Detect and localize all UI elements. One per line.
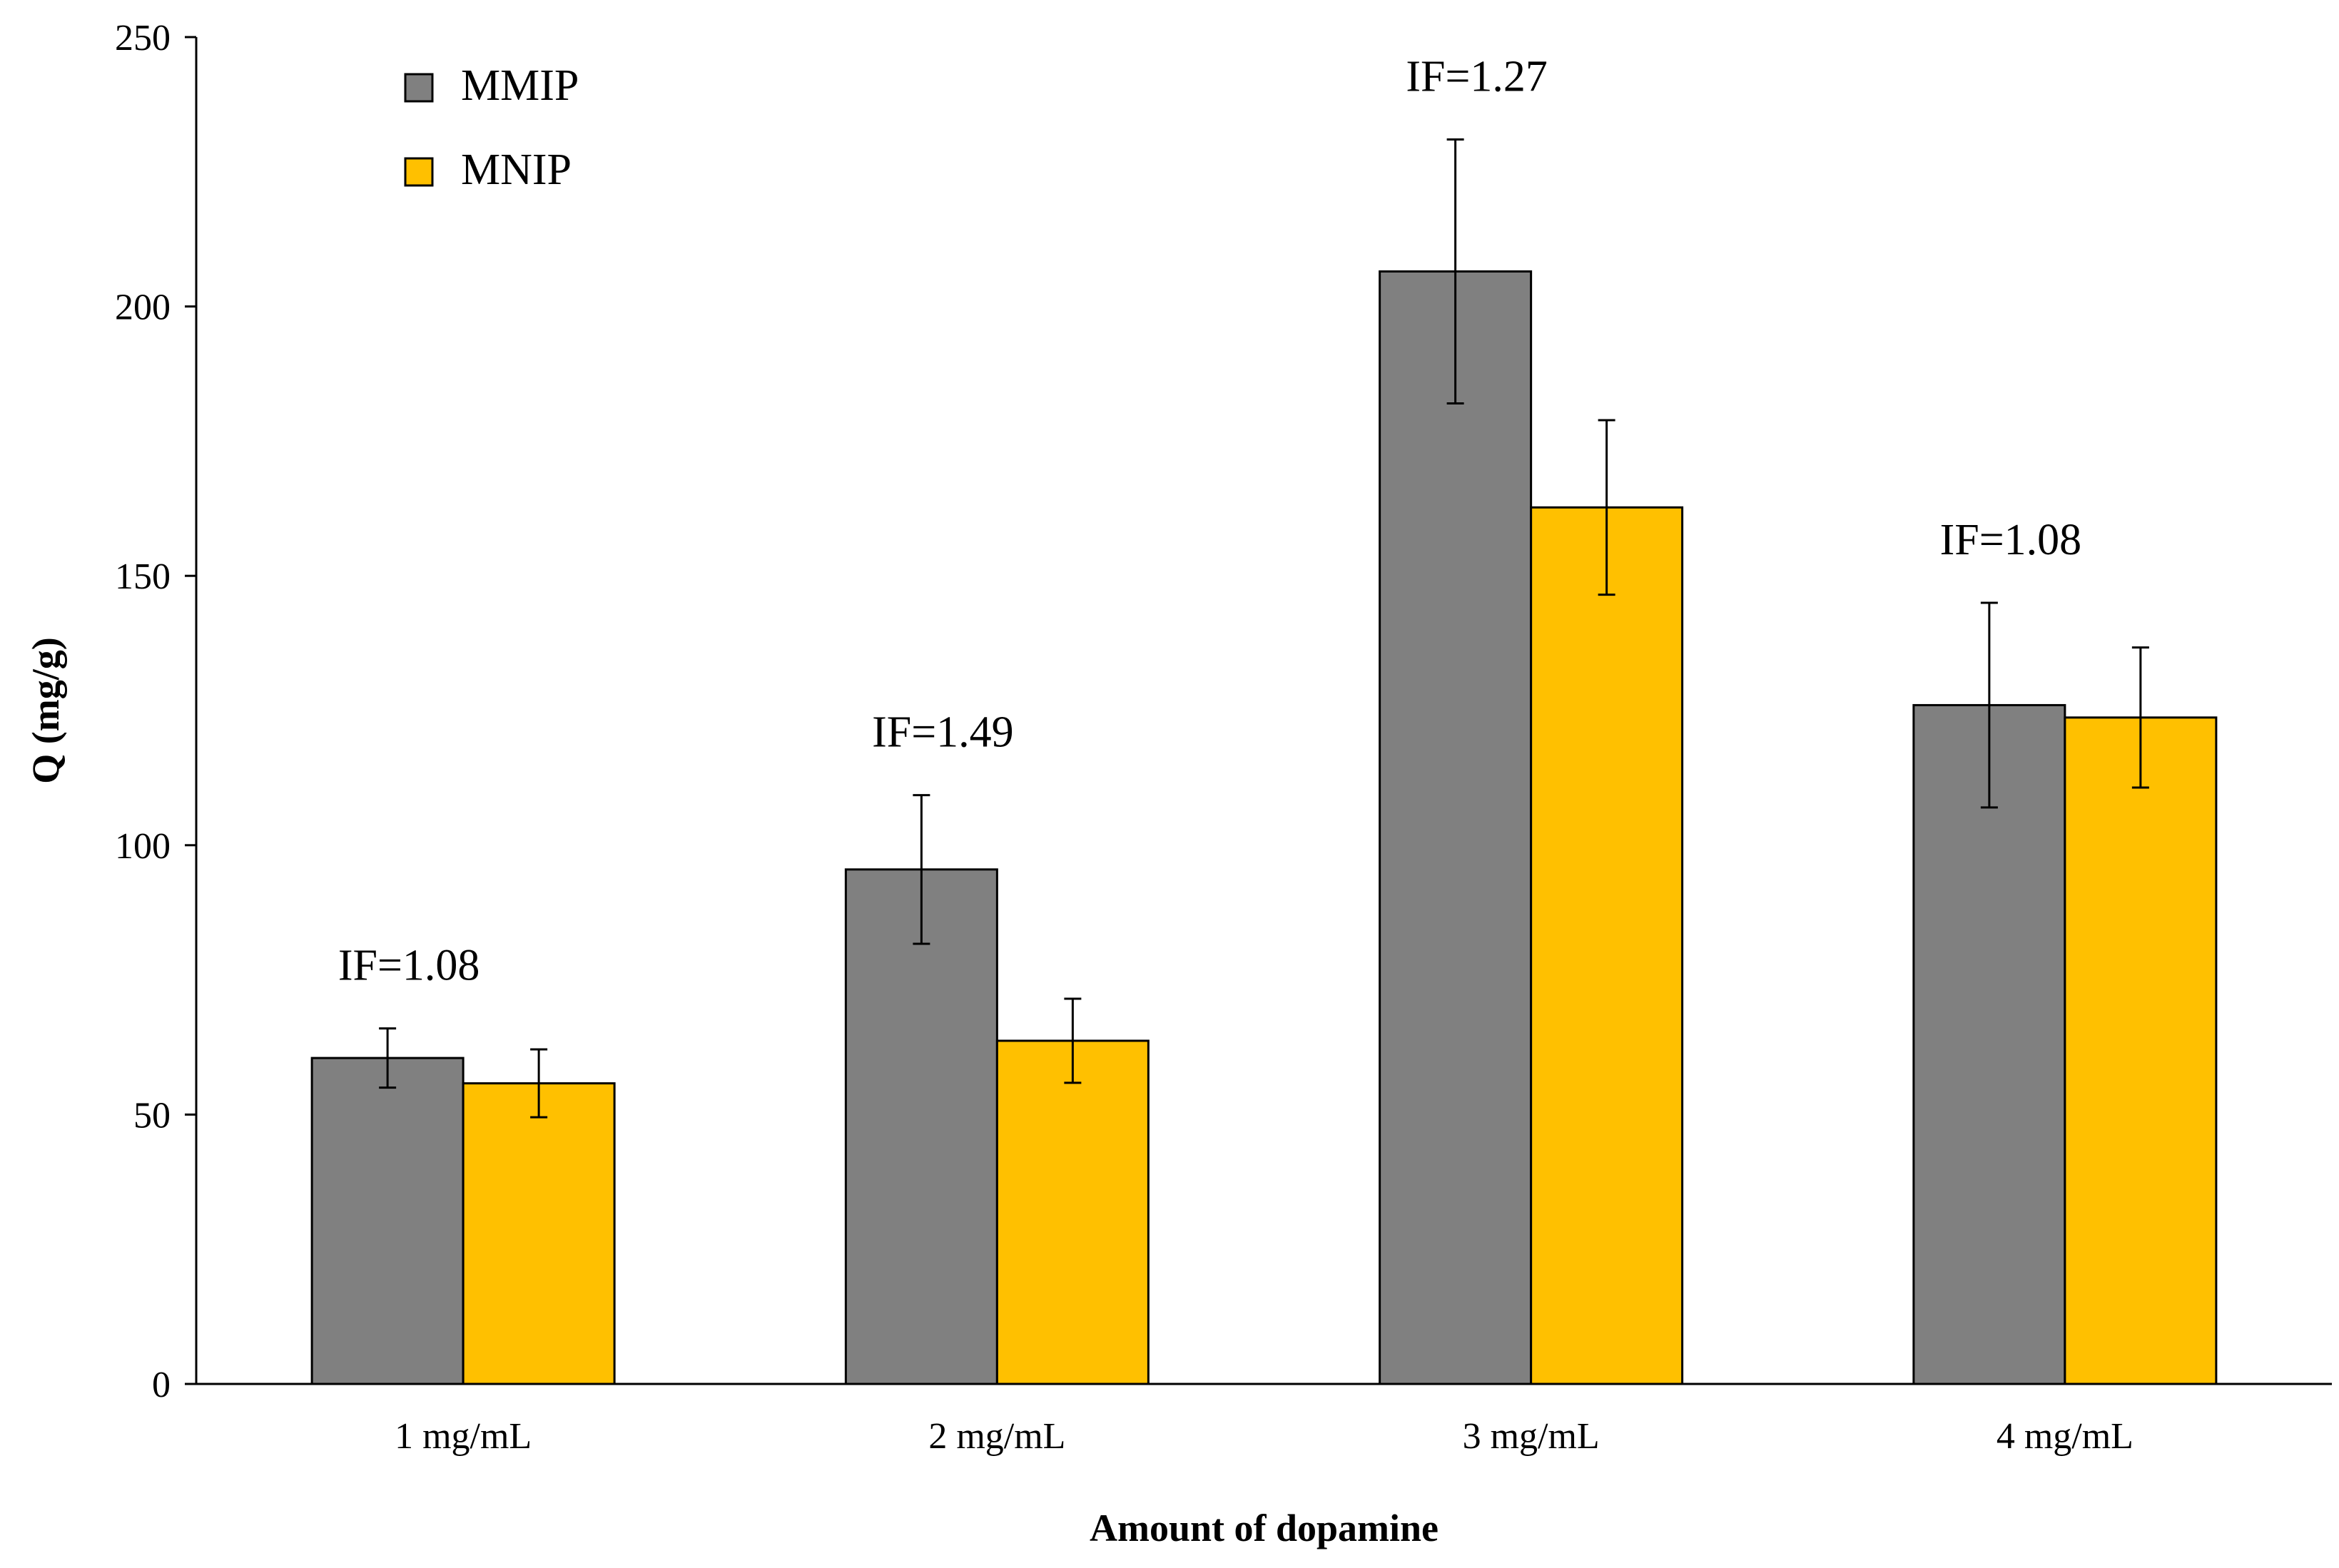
bar-mmip [1912,703,2066,1385]
legend-label-mnip: MNIP [461,146,572,194]
bar-mmip [310,1057,465,1385]
legend-label-mmip: MMIP [461,61,579,110]
x-tick-label: 4 mg/mL [1996,1416,2133,1457]
x-tick-label: 3 mg/mL [1463,1416,1600,1457]
bar-mnip [2064,716,2218,1385]
bar-mnip [462,1082,616,1385]
if-annotation: IF=1.08 [338,942,480,990]
y-axis-title: Q (mg/g) [24,637,67,783]
x-axis-title: Amount of dopamine [1090,1507,1439,1549]
bar-mmip [1379,270,1533,1385]
x-tick-label: 1 mg/mL [395,1416,532,1457]
y-tick-label: 100 [115,826,171,867]
x-tick-label: 2 mg/mL [928,1416,1065,1457]
if-annotation: IF=1.49 [872,708,1014,757]
if-annotation: IF=1.27 [1406,52,1548,101]
if-annotation: IF=1.08 [1940,516,2082,564]
bar-mnip [995,1039,1150,1385]
bar-mnip [1530,506,1684,1385]
plot-area: 0 50 100 150 200 250 1 mg/mL IF=1.08 2 mg/mL IF=1… [24,18,2332,1549]
y-tick-label: 250 [115,18,171,58]
y-tick-label: 200 [115,287,171,328]
y-tick-label: 50 [133,1095,171,1136]
legend-swatch-mmip [404,73,434,103]
y-tick-label: 150 [115,556,171,597]
legend-swatch-mnip [404,157,434,187]
y-tick-label: 0 [152,1365,171,1405]
bar-mmip [844,868,998,1385]
